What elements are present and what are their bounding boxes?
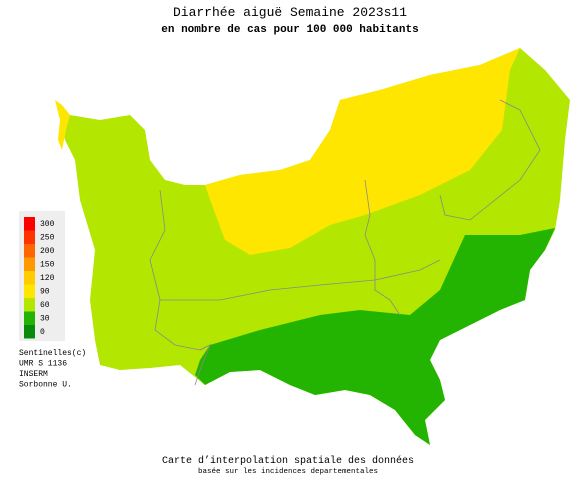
- subtitle: en nombre de cas pour 100 000 habitants: [161, 24, 418, 36]
- legend-swatch: [24, 244, 35, 258]
- credit-line: Sentinelles(c): [19, 349, 86, 358]
- legend-label: 300: [40, 220, 55, 229]
- legend-label: 90: [40, 287, 50, 296]
- footer-line: basée sur les incidences departementales: [198, 468, 378, 476]
- department-border: [364, 179, 401, 316]
- credit-line: Sorbonne U.: [19, 381, 72, 390]
- zone-90-120: [205, 48, 520, 255]
- legend-label: 250: [40, 233, 55, 242]
- legend-label: 0: [40, 328, 45, 337]
- credit-line: UMR S 1136: [19, 360, 67, 369]
- legend-swatch: [24, 311, 35, 325]
- legend-swatch: [24, 271, 35, 285]
- department-border: [149, 189, 211, 351]
- title: Diarrhée aiguë Semaine 2023s11: [173, 5, 407, 20]
- department-border: [194, 344, 211, 386]
- legend-swatch: [24, 284, 35, 298]
- legend-label: 60: [40, 301, 50, 310]
- department-border: [160, 259, 441, 301]
- legend-label: 150: [40, 260, 55, 269]
- legend-label: 30: [40, 314, 50, 323]
- legend-swatch: [24, 217, 35, 231]
- legend-swatch: [24, 230, 35, 244]
- legend-swatch: [24, 325, 35, 339]
- legend-swatch: [24, 298, 35, 312]
- footer-line: Carte d’interpolation spatiale des donné…: [162, 455, 414, 467]
- region-map: [55, 48, 570, 445]
- credit-line: INSERM: [19, 370, 48, 379]
- legend-label: 200: [40, 247, 55, 256]
- zone-30-60: [195, 228, 555, 445]
- department-border: [439, 99, 541, 221]
- legend-swatch: [24, 257, 35, 271]
- legend-label: 120: [40, 274, 55, 283]
- zone-90-120-tip: [55, 100, 70, 150]
